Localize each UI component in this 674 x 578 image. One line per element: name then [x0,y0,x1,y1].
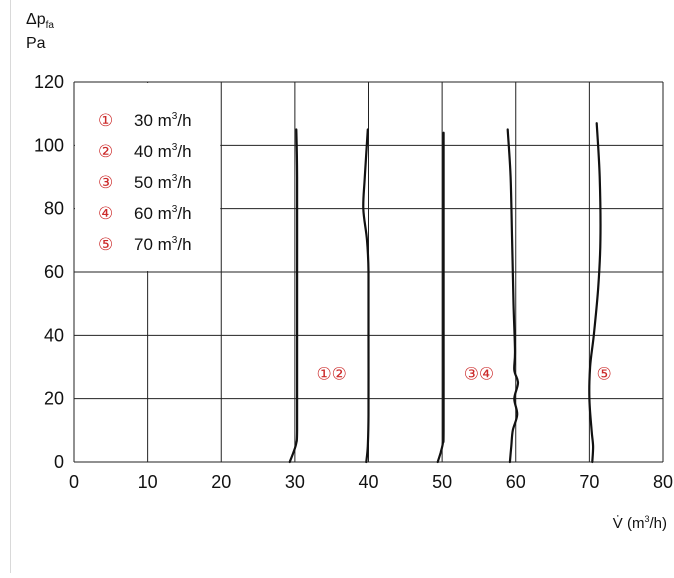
left-divider [10,0,11,573]
curve-annotation: ⑤ [596,364,611,383]
legend-marker: ① [98,111,113,130]
legend-label-suffix: /h [177,235,191,254]
legend-label: 30 m3/h [134,111,192,130]
x-tick-label: 40 [358,472,378,492]
legend-marker: ⑤ [98,235,113,254]
legend-label-suffix: /h [177,142,191,161]
x-axis-label-prefix: V̇ (m [613,515,645,532]
y-tick-label: 60 [44,262,64,282]
y-tick-label: 40 [44,325,64,345]
legend-label-sup: 3 [172,142,178,153]
legend-label-value: 30 m [134,111,172,130]
legend-label: 40 m3/h [134,142,192,161]
legend-marker: ③ [98,173,113,192]
legend-background [75,83,221,271]
series-line-4 [506,128,520,464]
legend-label: 60 m3/h [134,204,192,223]
legend-label-sup: 3 [172,204,178,215]
y-tick-label: 80 [44,199,64,219]
series-line-2 [362,128,370,464]
y-tick-label: 20 [44,389,64,409]
legend-label-value: 40 m [134,142,172,161]
legend-label-value: 50 m [134,173,172,192]
legend-label-sup: 3 [172,235,178,246]
y-axis-label-main: Δp [26,11,46,28]
legend-label-value: 70 m [134,235,172,254]
y-tick-label: 0 [54,452,64,472]
series-line-1 [288,128,299,464]
curve-annotation: ③④ [464,364,494,383]
legend: ① 30 m3/h② 40 m3/h③ 50 m3/h④ 60 m3/h⑤ 70 m3/h [98,111,192,254]
legend-label-value: 60 m [134,204,172,223]
x-tick-label: 60 [506,472,526,492]
legend-marker: ④ [98,204,113,223]
x-tick-label: 20 [211,472,231,492]
y-axis-label: Δpfa [26,11,54,31]
y-tick-label: 100 [34,135,64,155]
x-tick-label: 30 [285,472,305,492]
x-axis-label-suffix: /h) [649,515,667,532]
curve-annotation: ①② [316,364,346,383]
series-group [288,122,602,464]
x-tick-label: 10 [138,472,158,492]
legend-label-sup: 3 [172,111,178,122]
legend-label-sup: 3 [172,173,178,184]
legend-marker: ② [98,142,113,161]
x-tick-label: 50 [432,472,452,492]
x-axis-label-sup: 3 [644,514,649,524]
series-line-3 [436,131,445,464]
y-tick-label: 120 [34,72,64,92]
x-axis-label: V̇ (m3/h) [613,514,667,532]
legend-label-suffix: /h [177,111,191,130]
legend-label-suffix: /h [177,204,191,223]
y-axis-label-sub: fa [46,20,55,31]
annotations: ①② ③④ ⑤ [316,364,611,383]
y-axis-unit: Pa [26,35,46,52]
series-line-5 [588,122,602,464]
x-tick-label: 0 [69,472,79,492]
x-tick-label: 70 [579,472,599,492]
legend-label: 70 m3/h [134,235,192,254]
legend-label: 50 m3/h [134,173,192,192]
legend-label-suffix: /h [177,173,191,192]
tick-labels: 0 10 20 30 40 50 60 70 80 0 20 40 60 80 100 120 [34,72,673,492]
x-tick-label: 80 [653,472,673,492]
legend-background-rect [75,83,221,271]
